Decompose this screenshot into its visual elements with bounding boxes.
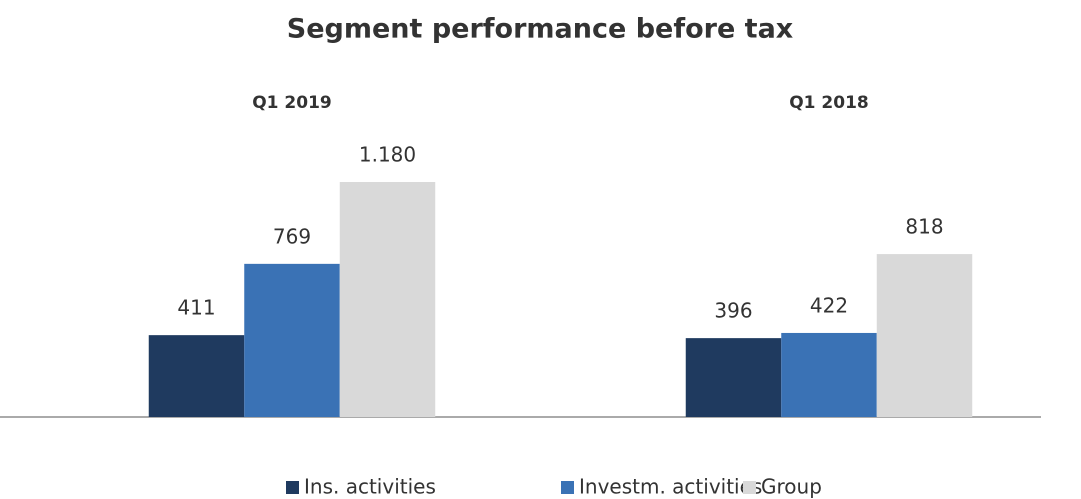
data-label: 769 — [273, 224, 311, 248]
data-label: 422 — [810, 293, 848, 317]
bar — [148, 335, 245, 417]
category-label: Q1 2018 — [789, 93, 869, 113]
data-label: 1.180 — [359, 143, 416, 167]
bar — [244, 263, 340, 417]
legend-swatch — [743, 481, 756, 494]
bar — [685, 338, 782, 417]
data-label: 818 — [905, 215, 943, 239]
chart-title: Segment performance before tax — [287, 14, 793, 45]
legend-label: Ins. activities — [304, 475, 436, 499]
legend-label: Investm. activities — [579, 475, 762, 499]
data-label: 396 — [714, 299, 752, 323]
bar — [781, 332, 877, 417]
data-label: 411 — [177, 296, 215, 320]
bar — [876, 254, 973, 417]
legend-swatch — [561, 481, 574, 494]
category-label: Q1 2019 — [252, 93, 332, 113]
bar — [339, 182, 436, 417]
legend-swatch — [286, 481, 299, 494]
legend-label: Group — [761, 475, 822, 499]
